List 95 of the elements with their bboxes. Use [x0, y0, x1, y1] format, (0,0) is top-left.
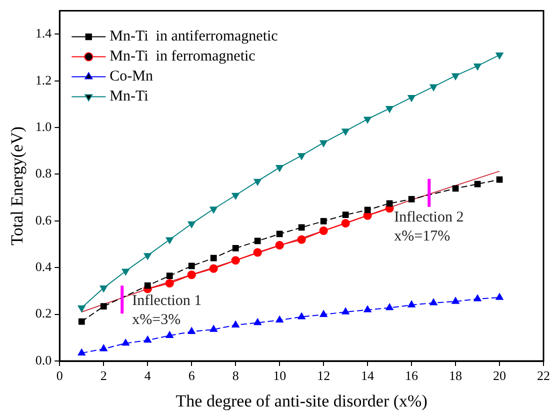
point	[452, 297, 460, 304]
x-tick-label: 20	[493, 368, 506, 384]
point	[408, 95, 416, 102]
point	[78, 348, 86, 356]
point	[320, 140, 328, 148]
point	[165, 278, 174, 288]
point	[188, 262, 195, 270]
point	[430, 298, 438, 306]
y-tick-label: 0.6	[35, 212, 52, 228]
y-tick-label: 0.4	[35, 259, 52, 274]
point	[232, 320, 240, 328]
point	[496, 176, 503, 183]
y-tick-label: 0.0	[35, 352, 52, 368]
y-tick-label: 1.4	[35, 26, 52, 41]
point	[122, 268, 130, 276]
point	[78, 318, 85, 325]
point	[253, 248, 262, 257]
point	[166, 237, 174, 244]
point	[320, 218, 327, 224]
point	[474, 64, 482, 70]
x-tick-label: 2	[100, 368, 107, 384]
point	[144, 253, 152, 260]
point	[254, 318, 262, 326]
point	[100, 303, 107, 310]
x-tick-label: 18	[449, 368, 462, 384]
point	[144, 336, 152, 343]
point	[341, 218, 350, 228]
x-axis-title: The degree of anti-site disorder (x%)	[176, 391, 428, 410]
point	[386, 303, 394, 310]
point	[276, 230, 283, 238]
point	[386, 200, 393, 207]
point	[122, 338, 130, 346]
point	[474, 180, 481, 188]
point	[364, 306, 372, 312]
point	[298, 312, 306, 320]
point	[474, 294, 482, 302]
point	[210, 254, 217, 262]
point	[320, 310, 328, 317]
annotation: Inflection 2 x%=17%	[394, 209, 464, 244]
point	[188, 327, 196, 334]
point	[78, 305, 86, 312]
y-tick-label: 0.8	[35, 166, 52, 181]
y-axis-title: Total Energy(eV)	[8, 126, 27, 246]
x-tick-label: 4	[144, 368, 152, 384]
point	[342, 212, 349, 218]
y-tick-label: 1.0	[35, 118, 52, 134]
x-tick-label: 14	[361, 368, 375, 384]
point	[364, 206, 371, 214]
x-tick-label: 8	[232, 368, 239, 384]
point	[298, 224, 305, 231]
point	[408, 196, 415, 202]
point	[166, 331, 174, 338]
point	[430, 84, 438, 91]
point	[496, 293, 504, 300]
point	[254, 178, 262, 186]
legend-label: Mn-Ti in ferromagnetic	[110, 48, 256, 65]
point	[144, 282, 151, 289]
point	[298, 153, 306, 160]
y-tick-label: 0.2	[35, 306, 52, 321]
point	[408, 300, 416, 308]
point	[319, 226, 328, 236]
point	[166, 272, 173, 279]
point	[496, 52, 504, 60]
point	[342, 308, 350, 314]
point	[232, 192, 240, 200]
point	[209, 264, 218, 273]
x-tick-label: 6	[188, 368, 196, 384]
point	[232, 245, 239, 252]
x-tick-label: 12	[317, 368, 330, 384]
x-tick-label: 16	[405, 368, 419, 384]
point	[342, 128, 350, 136]
x-tick-label: 10	[273, 368, 286, 384]
point	[276, 165, 284, 172]
point	[297, 235, 306, 244]
point	[187, 270, 196, 280]
x-tick-label: 22	[537, 368, 550, 384]
point	[231, 256, 240, 265]
legend-label: Co-Mn	[110, 68, 154, 85]
legend-label: Mn-Ti	[110, 88, 148, 105]
y-tick-label: 1.2	[35, 72, 52, 88]
x-tick-label: 0	[56, 368, 63, 384]
point	[386, 106, 394, 113]
point	[210, 206, 218, 214]
point	[188, 221, 196, 228]
point	[452, 185, 459, 192]
point	[364, 116, 372, 124]
point	[275, 240, 284, 250]
annotation: Inflection 1 x%=3%	[132, 293, 202, 328]
point	[276, 316, 284, 323]
point	[254, 238, 261, 244]
legend-label: Mn-Ti in antiferromagnetic	[110, 28, 278, 45]
point	[100, 344, 108, 352]
point	[452, 73, 460, 80]
point	[210, 325, 218, 332]
point	[100, 286, 108, 292]
